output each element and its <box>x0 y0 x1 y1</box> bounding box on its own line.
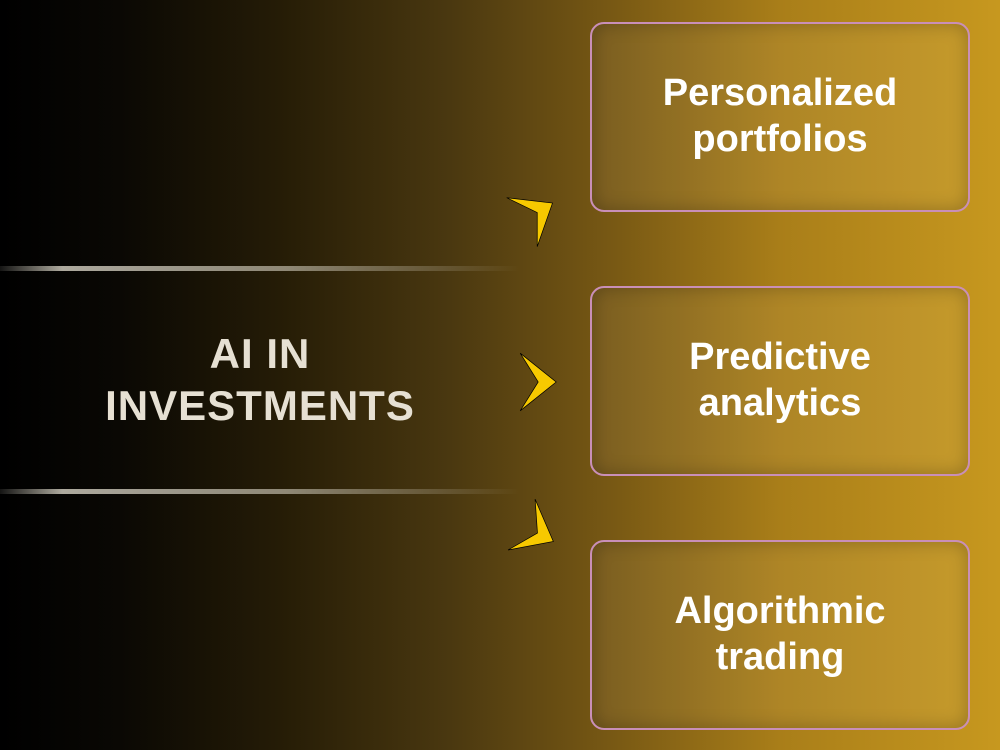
main-title: AI IN INVESTMENTS <box>105 328 415 433</box>
feature-box-personalized-portfolios: Personalized portfolios <box>590 22 970 212</box>
feature-box-predictive-analytics: Predictive analytics <box>590 286 970 476</box>
feature-label: Predictive analytics <box>689 335 871 426</box>
band-stripe-bottom <box>0 489 520 494</box>
arrow-icon <box>506 346 592 418</box>
feature-box-algorithmic-trading: Algorithmic trading <box>590 540 970 730</box>
band-stripe-top <box>0 266 520 271</box>
infographic-canvas: AI IN INVESTMENTS Personalized portfolio… <box>0 0 1000 750</box>
feature-label: Personalized portfolios <box>663 71 897 162</box>
feature-label: Algorithmic trading <box>674 589 885 680</box>
main-title-band: AI IN INVESTMENTS <box>0 266 520 494</box>
